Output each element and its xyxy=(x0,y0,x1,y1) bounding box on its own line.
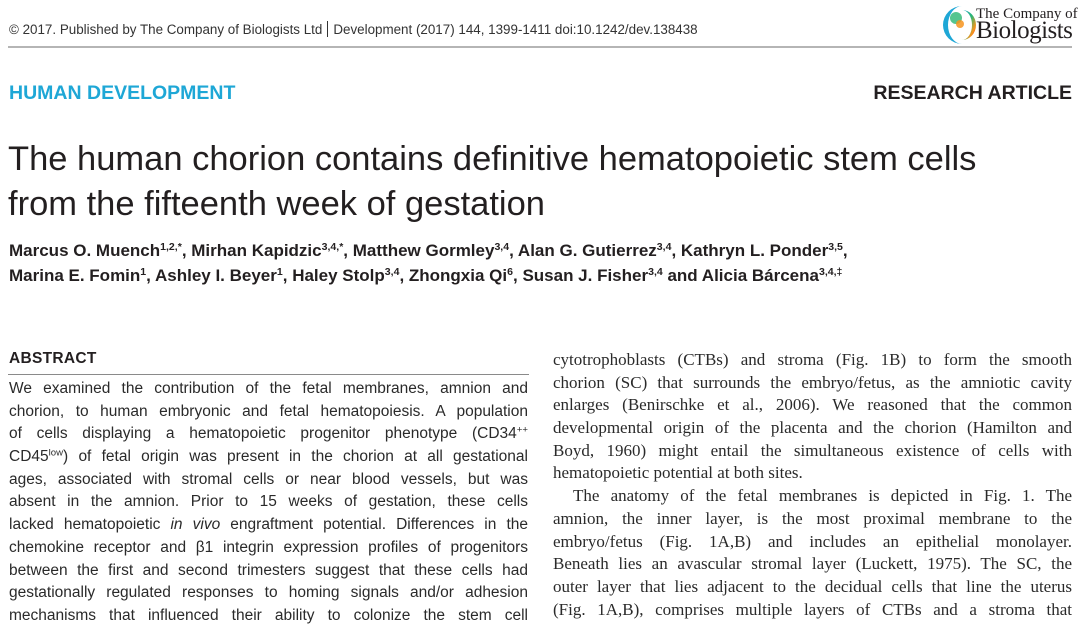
abstract-heading: ABSTRACT xyxy=(9,350,97,367)
abstract-line: CD45low) of fetal origin was present in … xyxy=(9,446,528,469)
text-segment: chemokine receptor and β1 integrin expre… xyxy=(9,538,528,556)
author-affiliation: 1,2,* xyxy=(160,241,182,254)
text-segment: between the first and second trimesters … xyxy=(9,561,528,579)
abstract-line: ages, associated with stromal cells or n… xyxy=(9,469,528,492)
author-affiliation: 6 xyxy=(507,266,513,279)
header-rule xyxy=(8,46,1072,48)
author-name[interactable]: Matthew Gormley xyxy=(352,241,495,260)
abstract-line: gestationally regulated responses to hom… xyxy=(9,582,528,605)
text-segment: CD45 xyxy=(9,448,49,466)
section-label: HUMAN DEVELOPMENT xyxy=(9,82,236,104)
body-line: Boyd, 1960) might entail the simultaneou… xyxy=(553,440,1072,460)
author-separator: , xyxy=(842,241,848,260)
author-affiliation: 3,4 xyxy=(384,266,400,279)
author-line: Marcus O. Muench1,2,*, Mirhan Kapidzic3,… xyxy=(9,238,1079,263)
text-segment: chorion, to human embryonic and fetal he… xyxy=(9,402,528,420)
text-segment: of cells displaying a hematopoietic prog… xyxy=(9,425,517,443)
body-line: chorion (SC) that surrounds the embryo/f… xyxy=(553,372,1072,392)
author-name[interactable]: Alan G. Gutierrez xyxy=(517,241,657,260)
author-separator: , xyxy=(146,266,155,285)
author-name[interactable]: Ashley I. Beyer xyxy=(154,266,277,285)
logo-text-top: The Company of xyxy=(976,6,1078,22)
superscript: low xyxy=(48,447,64,459)
abstract-line: We examined the contribution of the feta… xyxy=(9,378,528,401)
text-segment: absent in the amnion. Prior to 15 weeks … xyxy=(9,493,528,511)
author-line: Marina E. Fomin1, Ashley I. Beyer1, Hale… xyxy=(9,263,1079,288)
body-line: cytotrophoblasts (CTBs) and stroma (Fig.… xyxy=(553,350,1072,369)
author-name[interactable]: Alicia Bárcena xyxy=(701,266,819,285)
abstract-text: We examined the contribution of the feta… xyxy=(9,378,528,628)
title-line: from the fifteenth week of gestation xyxy=(8,185,545,223)
author-affiliation: 3,4,‡ xyxy=(818,266,843,279)
italic-text: in vivo xyxy=(170,516,221,534)
author-name[interactable]: Susan J. Fisher xyxy=(522,266,649,285)
body-line: hematopoietic potential at both sites. xyxy=(553,463,803,483)
text-segment: ) of fetal origin was present in the cho… xyxy=(63,448,528,466)
body-line: (Fig. 1A,B), comprises multiple layers o… xyxy=(553,599,1072,619)
logo-text-bottom: Biologists xyxy=(976,17,1073,44)
author-separator: , xyxy=(343,241,353,260)
author-separator: , xyxy=(181,241,192,260)
abstract-line: chemokine receptor and β1 integrin expre… xyxy=(9,537,528,560)
body-line: Beneath lies an avascular stromal layer … xyxy=(553,554,1072,574)
logo-emblem-icon xyxy=(943,6,976,44)
author-separator: , xyxy=(509,241,518,260)
author-name[interactable]: Marcus O. Muench xyxy=(9,241,161,260)
body-text-column: cytotrophoblasts (CTBs) and stroma (Fig.… xyxy=(553,349,1072,621)
body-line: amnion, the inner layer, is the most pro… xyxy=(553,508,1072,528)
abstract-rule xyxy=(8,374,529,375)
author-name[interactable]: Mirhan Kapidzic xyxy=(191,241,322,260)
author-name[interactable]: Marina E. Fomin xyxy=(9,266,141,285)
divider xyxy=(327,21,329,37)
author-separator: , xyxy=(399,266,409,285)
article-type: RESEARCH ARTICLE xyxy=(873,82,1072,104)
body-line: The anatomy of the fetal membranes is de… xyxy=(573,486,1072,506)
journal-citation: © 2017. Published by The Company of Biol… xyxy=(9,21,698,37)
author-affiliation: 3,4 xyxy=(648,266,663,279)
body-line: developmental origin of the placenta and… xyxy=(553,418,1072,438)
copyright-text: © 2017. Published by The Company of Biol… xyxy=(9,22,323,37)
abstract-line: of cells displaying a hematopoietic prog… xyxy=(9,423,528,446)
author-name[interactable]: Zhongxia Qi xyxy=(408,266,508,285)
abstract-line: lacked hematopoietic in vivo engraftment… xyxy=(9,514,528,537)
text-segment: gestationally regulated responses to hom… xyxy=(9,584,528,602)
company-of-biologists-logo[interactable]: The Company of Biologists xyxy=(940,4,1078,46)
text-segment: lacked hematopoietic xyxy=(9,516,171,534)
text-segment: We examined the contribution of the feta… xyxy=(9,380,528,397)
author-name[interactable]: Haley Stolp xyxy=(292,266,385,285)
journal-reference: Development (2017) 144, 1399-1411 doi:10… xyxy=(333,22,698,37)
abstract-line: between the first and second trimesters … xyxy=(9,560,528,583)
author-affiliation: 1 xyxy=(140,266,147,279)
author-separator: and xyxy=(662,266,702,285)
title-line: The human chorion contains definitive he… xyxy=(8,140,977,178)
body-line: enlarges (Benirschke et al., 2006). We r… xyxy=(553,395,1072,415)
article-title: The human chorion contains definitive he… xyxy=(8,137,1078,227)
author-separator: , xyxy=(512,266,523,285)
abstract-line: mechanisms that influenced their ability… xyxy=(9,605,528,628)
text-segment: ages, associated with stromal cells or n… xyxy=(9,470,528,488)
author-separator: , xyxy=(671,241,681,260)
text-segment: engraftment potential. Differences in th… xyxy=(220,516,528,534)
body-line: outer layer that lies adjacent to the de… xyxy=(553,576,1072,596)
author-affiliation: 3,5 xyxy=(828,241,843,254)
superscript: ++ xyxy=(516,425,528,437)
author-affiliation: 3,4 xyxy=(656,241,672,254)
abstract-line: chorion, to human embryonic and fetal he… xyxy=(9,401,528,424)
text-segment: mechanisms that influenced their ability… xyxy=(9,606,528,624)
author-name[interactable]: Kathryn L. Ponder xyxy=(680,241,829,260)
author-list: Marcus O. Muench1,2,*, Mirhan Kapidzic3,… xyxy=(9,238,1079,288)
author-affiliation: 3,4 xyxy=(494,241,510,254)
author-separator: , xyxy=(282,266,293,285)
author-affiliation: 3,4,* xyxy=(321,241,344,254)
body-line: embryo/fetus (Fig. 1A,B) and includes an… xyxy=(553,531,1072,551)
author-affiliation: 1 xyxy=(276,266,283,279)
abstract-line: absent in the amnion. Prior to 15 weeks … xyxy=(9,491,528,514)
